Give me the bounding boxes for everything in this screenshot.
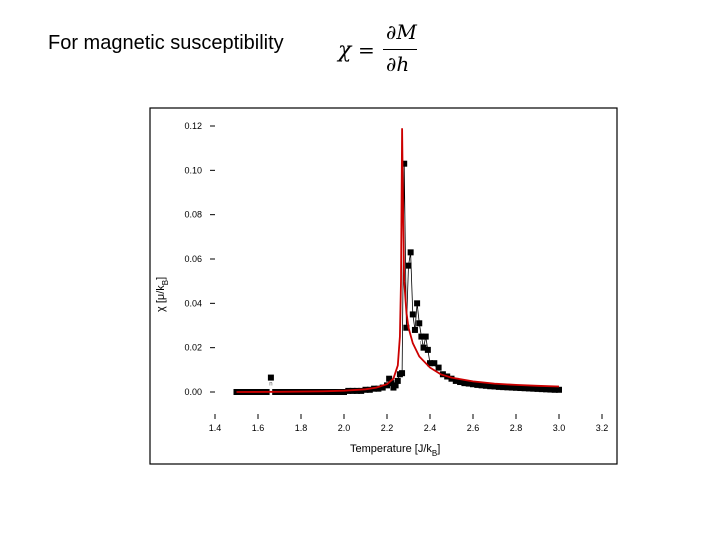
formula-fraction-bar [383, 49, 417, 50]
susceptibility-formula: χ = ∂M ∂h [338, 18, 428, 80]
data-point [474, 381, 481, 388]
data-point [401, 160, 408, 167]
x-tick-label: 2.8 [510, 423, 523, 433]
data-point [521, 385, 528, 392]
plot-layer: nu [233, 128, 562, 395]
y-tick-label: 0.08 [184, 210, 202, 220]
data-point [332, 389, 339, 395]
formula-equals: = [358, 38, 375, 62]
chart-frame [149, 107, 618, 465]
x-tick-label: 2.6 [467, 423, 480, 433]
data-point [530, 385, 537, 392]
data-point [403, 324, 410, 331]
data-point [358, 387, 365, 394]
point-annotation: u [420, 341, 423, 347]
y-tick-label: 0.10 [184, 165, 202, 175]
data-point [386, 375, 393, 382]
formula-lhs: χ [338, 38, 352, 63]
data-point [500, 384, 507, 391]
x-tick-label: 1.6 [252, 423, 265, 433]
y-axis-label-main: χ [μ/k [155, 285, 167, 312]
x-tick-label: 2.0 [338, 423, 351, 433]
data-point [379, 384, 386, 391]
data-point [341, 389, 347, 395]
data-point [452, 377, 459, 384]
point-annotation: n [269, 382, 272, 388]
data-point [517, 385, 524, 392]
data-point [375, 385, 382, 392]
y-tick-label: 0.00 [184, 387, 202, 397]
data-point [448, 375, 455, 382]
x-axis-label-main: Temperature [J/k [350, 443, 432, 455]
x-tick-label: 3.2 [596, 423, 609, 433]
data-point [543, 386, 550, 393]
x-axis-label: Temperature [J/kB] [350, 443, 440, 458]
y-tick-label: 0.04 [184, 298, 202, 308]
data-point [513, 384, 519, 391]
x-axis-label-end: ] [437, 443, 440, 455]
data-point [538, 386, 545, 393]
data-point [556, 386, 562, 393]
data-point [461, 380, 468, 387]
data-point [495, 383, 502, 390]
data-connector-line [386, 163, 439, 386]
data-point [431, 360, 438, 367]
data-point [487, 383, 494, 390]
x-tick-label: 3.0 [553, 423, 566, 433]
y-tick-label: 0.12 [184, 121, 202, 131]
x-tick-label: 2.2 [381, 423, 394, 433]
data-point [525, 385, 532, 392]
data-point [491, 383, 498, 390]
y-axis-label-end: ] [155, 277, 167, 280]
y-axis-label: χ [μ/kB] [155, 277, 170, 312]
data-point [435, 364, 442, 371]
data-point [457, 379, 464, 386]
x-tick-label: 2.4 [424, 423, 437, 433]
x-tick-label: 1.4 [209, 423, 222, 433]
y-tick-label: 0.02 [184, 343, 202, 353]
tick-layer: 1.4 1.6 1.8 2.0 2.2 2.4 2.6 2.8 3.0 3.2 0.00 0.02 0.… [184, 121, 608, 433]
data-point [366, 386, 373, 393]
x-axis-label-sub: B [432, 449, 437, 458]
data-point [482, 382, 489, 389]
data-point [465, 380, 472, 387]
data-point [551, 386, 558, 393]
formula-denominator: ∂h [386, 52, 410, 76]
data-point [508, 384, 515, 391]
formula-numerator: ∂M [386, 20, 417, 44]
data-point [504, 384, 511, 391]
data-point [267, 374, 274, 381]
data-point [478, 382, 485, 389]
data-point [470, 381, 476, 388]
data-point [547, 386, 554, 393]
y-tick-label: 0.06 [184, 254, 202, 264]
data-point [336, 389, 343, 395]
fit-curve-line [236, 128, 560, 393]
x-tick-label: 1.8 [295, 423, 308, 433]
data-point [353, 387, 360, 394]
slide-title: For magnetic susceptibility [48, 32, 284, 54]
data-point [328, 389, 335, 395]
data-point [534, 385, 541, 392]
y-axis-label-sub: B [161, 280, 170, 285]
